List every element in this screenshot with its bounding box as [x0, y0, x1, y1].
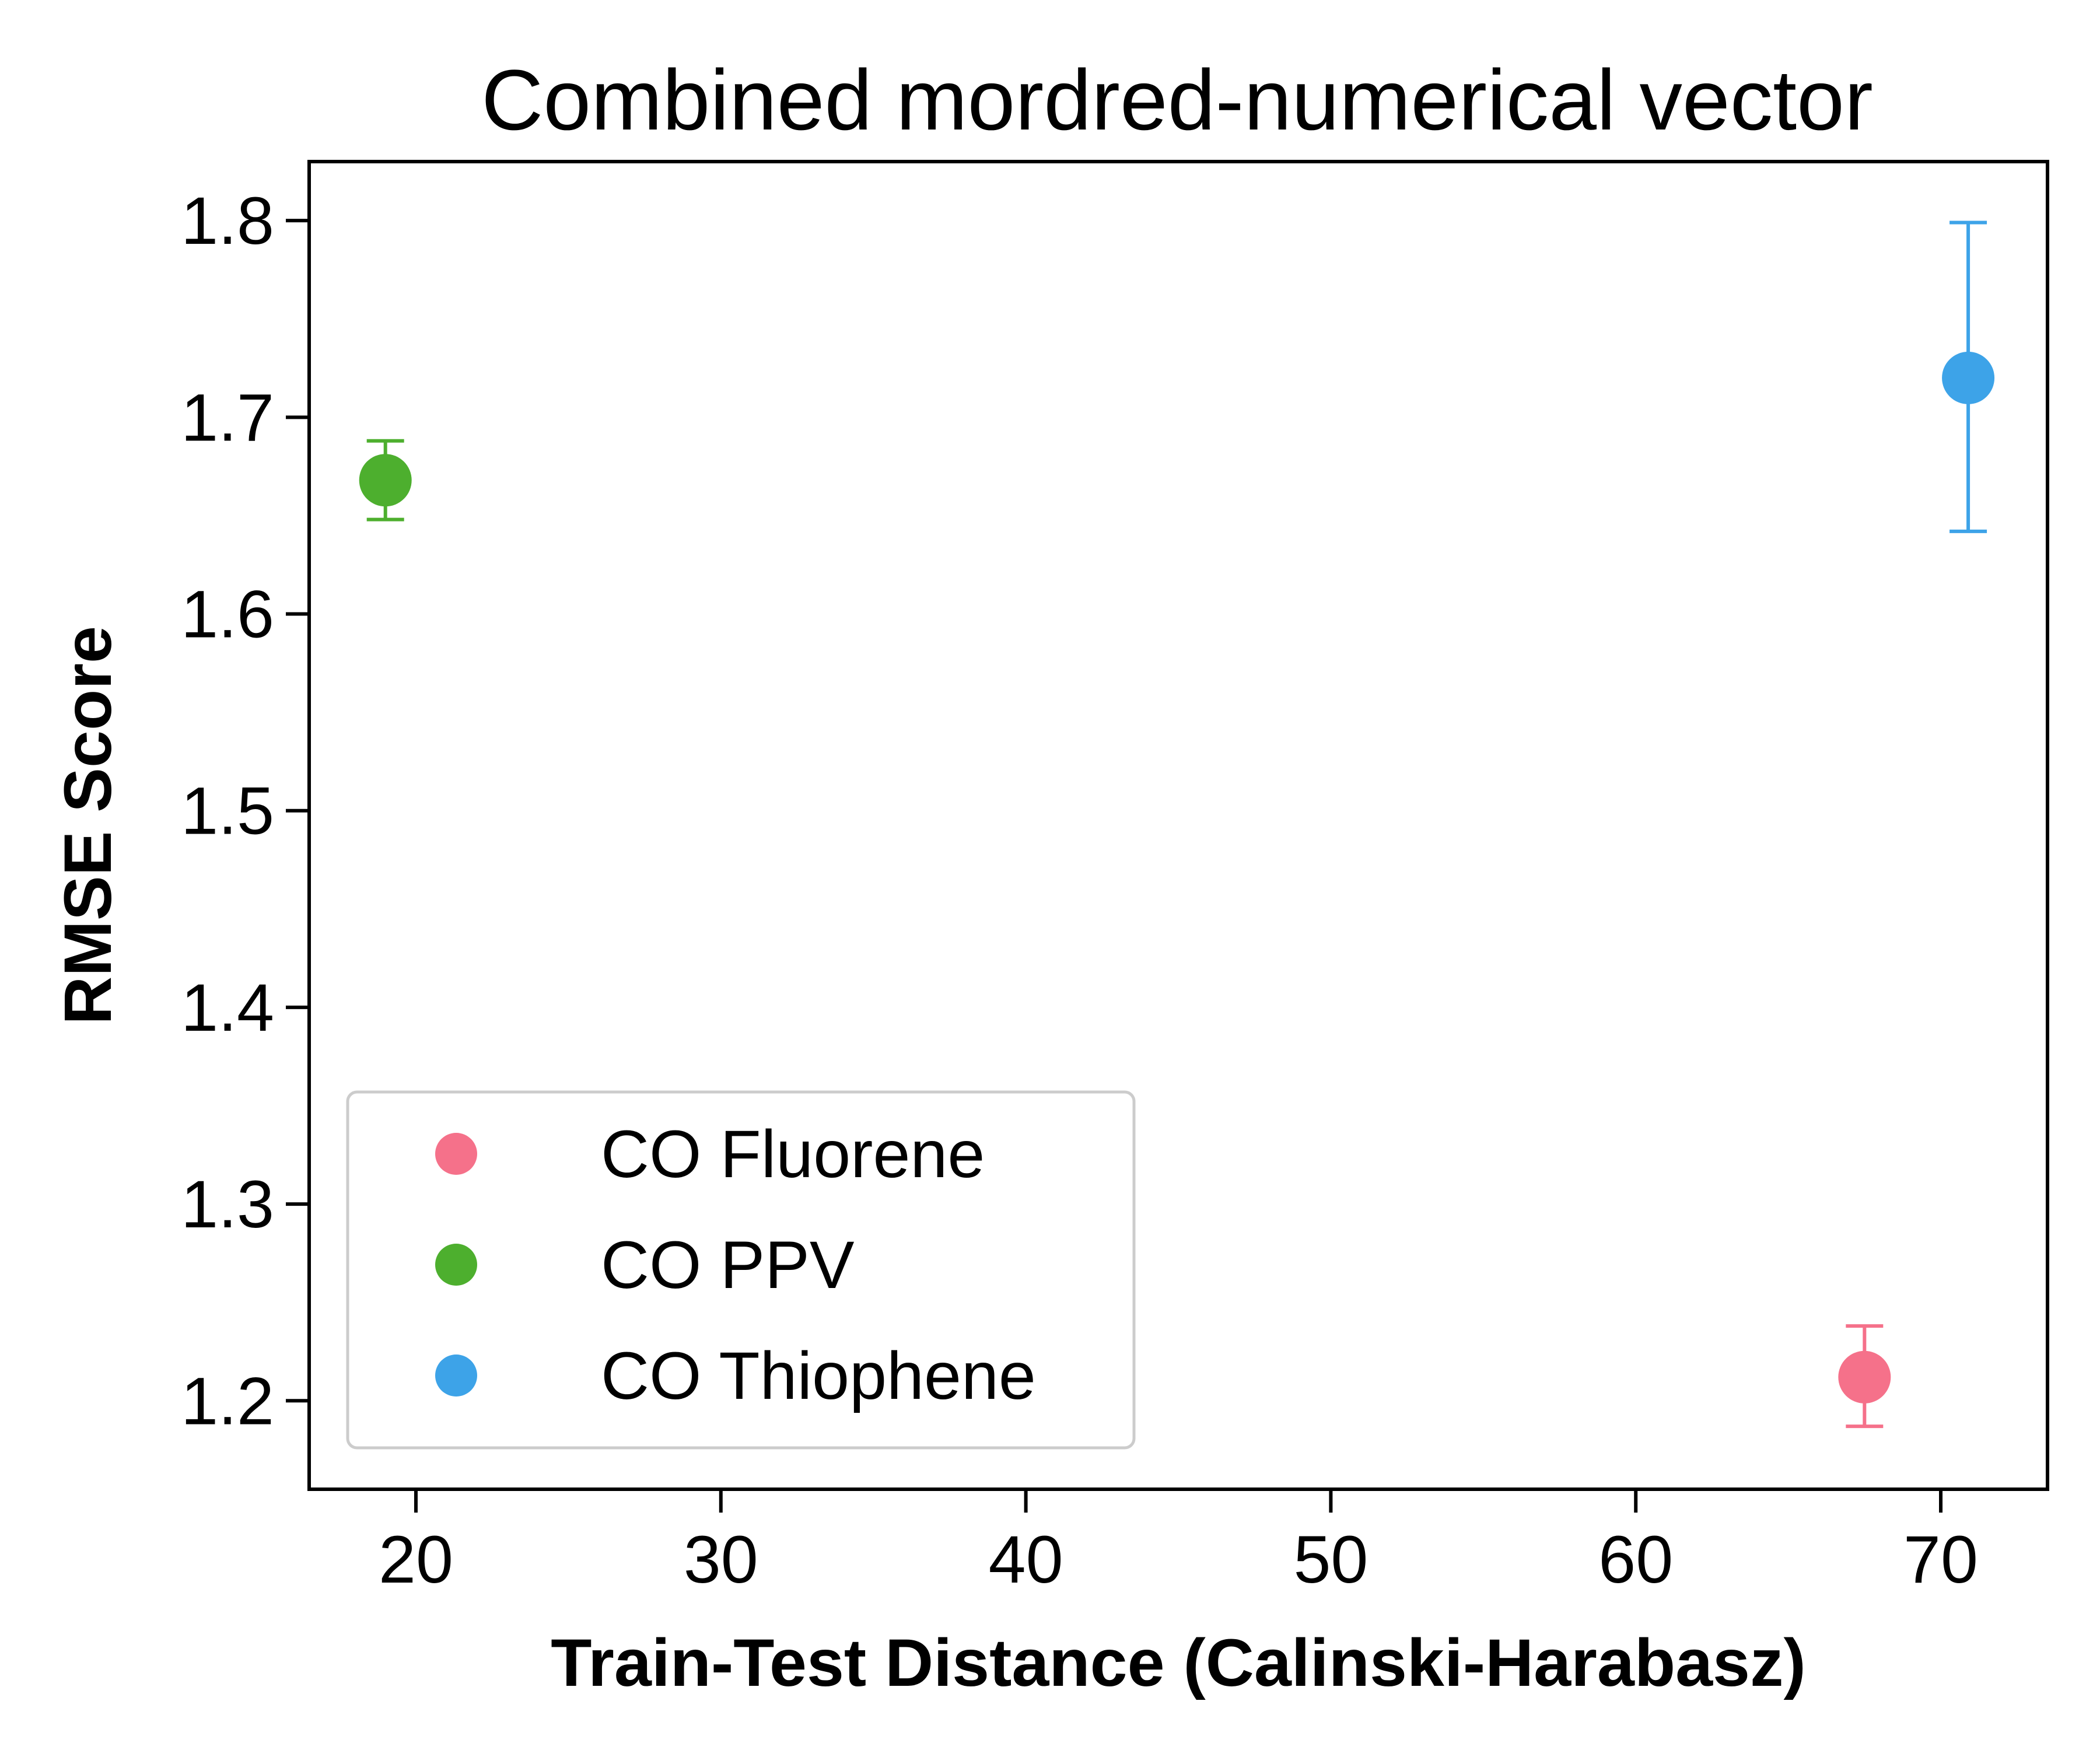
x-tick-label: 50	[1293, 1522, 1368, 1597]
legend-marker-co-thiophene	[435, 1354, 477, 1396]
y-tick-label: 1.8	[181, 184, 274, 258]
y-tick-label: 1.5	[181, 774, 274, 849]
data-point-co-ppv	[359, 454, 412, 507]
x-tick-label: 70	[1903, 1522, 1978, 1597]
x-axis-label: Train-Test Distance (Calinski-Harabasz)	[551, 1626, 1806, 1700]
data-point-co-fluorene	[1838, 1350, 1891, 1404]
plot-area-frame	[307, 160, 2049, 1491]
y-tick-label: 1.4	[181, 971, 274, 1045]
y-tick-label: 1.6	[181, 578, 274, 652]
x-tick-label: 40	[989, 1522, 1063, 1597]
legend-label-co-ppv: CO PPV	[601, 1228, 855, 1303]
legend: CO Fluorene CO PPV CO Thiophene	[346, 1090, 1136, 1450]
legend-label-co-fluorene: CO Fluorene	[601, 1117, 985, 1192]
x-tick-label: 20	[379, 1522, 453, 1597]
legend-marker-co-fluorene	[435, 1133, 477, 1175]
data-point-co-thiophene	[1942, 351, 1995, 404]
chart-title: Combined mordred-numerical vector	[481, 52, 1873, 148]
y-axis: 1.2 1.3 1.4 1.5 1.6 1.7 1.8	[181, 184, 309, 1438]
y-tick-label: 1.7	[181, 380, 274, 455]
y-tick-label: 1.2	[181, 1364, 274, 1438]
x-tick-label: 30	[684, 1522, 758, 1597]
y-tick-label: 1.3	[181, 1167, 274, 1242]
plot-marks	[359, 220, 1995, 1429]
legend-label-co-thiophene: CO Thiophene	[601, 1339, 1036, 1413]
y-axis-label: RMSE Score	[51, 626, 125, 1025]
x-axis: 20 30 40 50 60 70	[379, 1489, 1978, 1597]
legend-marker-co-ppv	[435, 1244, 477, 1286]
x-tick-label: 60	[1598, 1522, 1673, 1597]
legend-box	[346, 1090, 1136, 1450]
